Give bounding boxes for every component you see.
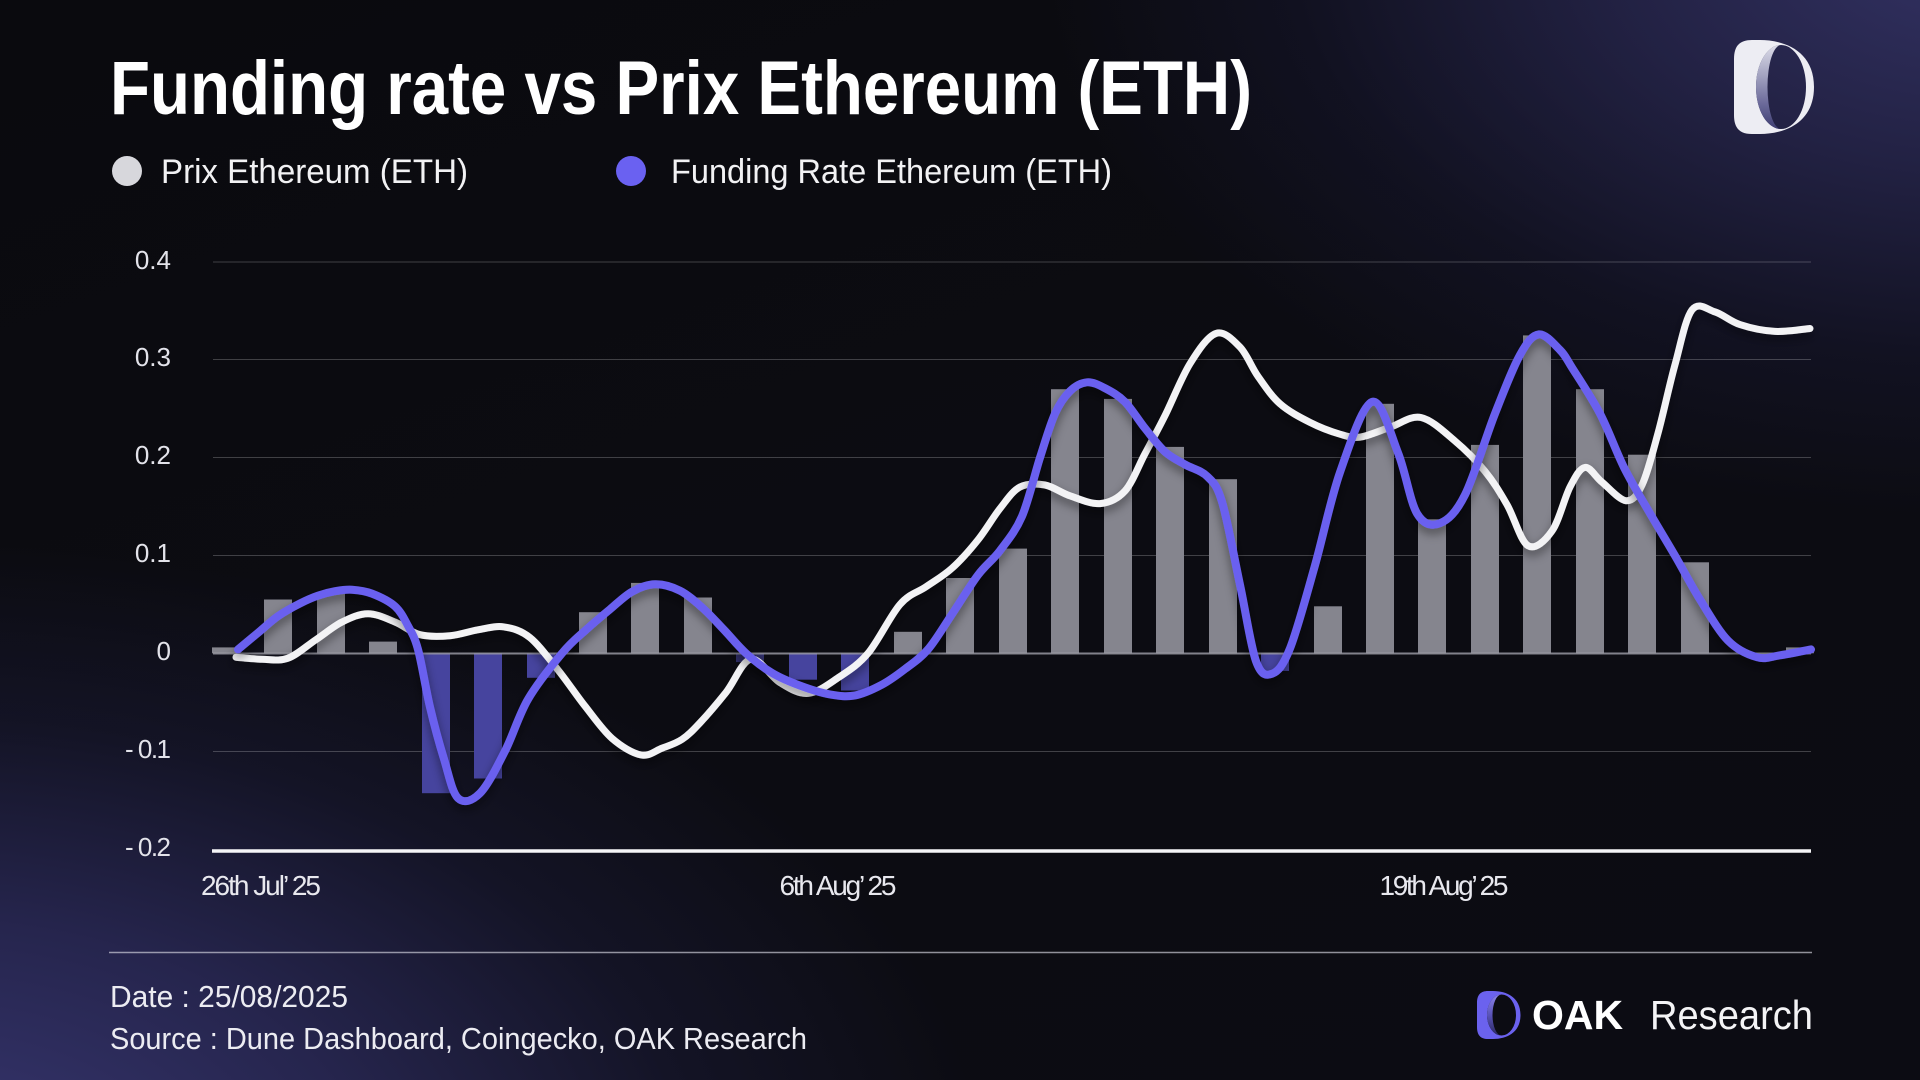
- svg-text:Funding Rate Ethereum (ETH): Funding Rate Ethereum (ETH): [671, 153, 1112, 191]
- svg-text:OAK: OAK: [1532, 992, 1624, 1038]
- svg-text:19th Aug’ 25: 19th Aug’ 25: [1380, 870, 1509, 901]
- svg-text:Prix Ethereum (ETH): Prix Ethereum (ETH): [161, 153, 468, 191]
- svg-text:Research: Research: [1650, 992, 1813, 1038]
- svg-text:Source : Dune Dashboard, Coing: Source : Dune Dashboard, Coingecko, OAK …: [110, 1021, 807, 1056]
- svg-text:0.3: 0.3: [135, 342, 171, 372]
- svg-text:0.4: 0.4: [135, 245, 171, 275]
- svg-text:26th Jul’ 25: 26th Jul’ 25: [201, 870, 321, 901]
- svg-text:0.1: 0.1: [135, 538, 171, 568]
- svg-text:6th Aug’ 25: 6th Aug’ 25: [780, 870, 897, 901]
- svg-text:Date : 25/08/2025: Date : 25/08/2025: [110, 979, 348, 1014]
- svg-text:Funding rate vs Prix Ethereum: Funding rate vs Prix Ethereum (ETH): [110, 46, 1252, 131]
- svg-text:- 0.2: - 0.2: [125, 832, 171, 862]
- svg-text:0.2: 0.2: [135, 440, 171, 470]
- svg-text:- 0.1: - 0.1: [125, 734, 171, 764]
- svg-text:0: 0: [157, 636, 171, 666]
